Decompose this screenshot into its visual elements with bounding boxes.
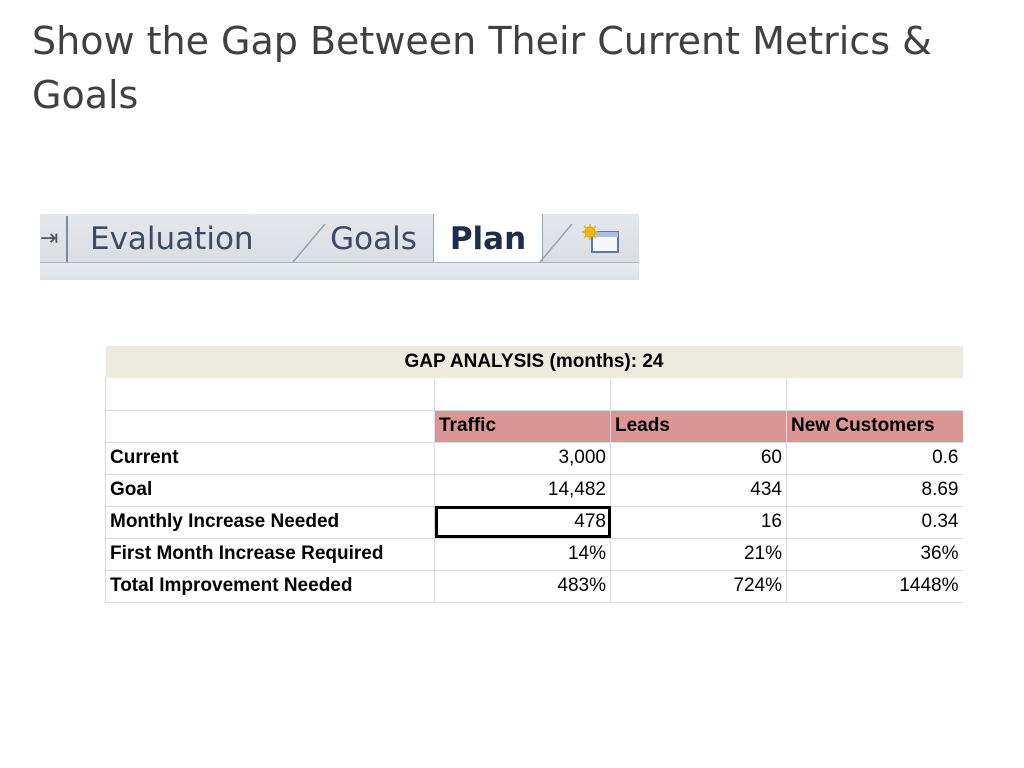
row-label[interactable]: First Month Increase Required — [105, 538, 435, 571]
empty-row — [105, 378, 963, 411]
cell[interactable] — [105, 410, 435, 443]
slide-title: Show the Gap Between Their Current Metri… — [32, 19, 932, 117]
cell[interactable] — [786, 378, 963, 411]
row-label[interactable]: Goal — [105, 474, 435, 507]
table-row: Current 3,000 60 0.6 — [105, 442, 963, 475]
cell-value[interactable]: 483% — [434, 570, 611, 603]
tab-goals[interactable]: Goals — [330, 221, 417, 257]
cell-value[interactable]: 60 — [610, 442, 787, 475]
sheet-tab-bar: ⇥ Evaluation Goals Plan — [40, 214, 639, 280]
cell-value[interactable]: 0.6 — [786, 442, 963, 475]
row-label[interactable]: Monthly Increase Needed — [105, 506, 435, 539]
cell-value[interactable]: 434 — [610, 474, 787, 507]
tab-bar-underline — [40, 262, 639, 263]
cell-value[interactable]: 724% — [610, 570, 787, 603]
table-row: Goal 14,482 434 8.69 — [105, 474, 963, 507]
header-traffic[interactable]: Traffic — [434, 410, 611, 443]
cell-value[interactable]: 36% — [786, 538, 963, 571]
tab-plan[interactable]: Plan — [433, 214, 543, 264]
cell[interactable] — [434, 378, 611, 411]
table-title-row: GAP ANALYSIS (months): 24 — [105, 346, 963, 378]
selected-cell[interactable]: 478 — [434, 506, 611, 539]
tab-evaluation[interactable]: Evaluation — [66, 216, 280, 262]
column-header-row: Traffic Leads New Customers — [105, 410, 963, 443]
header-new-customers[interactable]: New Customers — [786, 410, 963, 443]
fill-handle[interactable] — [607, 534, 611, 537]
table-row: First Month Increase Required 14% 21% 36… — [105, 538, 963, 571]
cell-value[interactable]: 21% — [610, 538, 787, 571]
gap-analysis-title[interactable]: GAP ANALYSIS (months): 24 — [105, 346, 963, 378]
cell-value[interactable]: 3,000 — [434, 442, 611, 475]
cell-value[interactable]: 14,482 — [434, 474, 611, 507]
cell-value[interactable]: 0.34 — [786, 506, 963, 539]
gap-analysis-table: GAP ANALYSIS (months): 24 Traffic Leads … — [105, 346, 963, 603]
cell[interactable] — [105, 378, 435, 411]
cell[interactable] — [610, 378, 787, 411]
cell-value[interactable]: 8.69 — [786, 474, 963, 507]
cell-value[interactable]: 16 — [610, 506, 787, 539]
cell-value: 478 — [574, 511, 606, 532]
row-label[interactable]: Total Improvement Needed — [105, 570, 435, 603]
insert-worksheet-icon[interactable] — [578, 220, 630, 260]
tab-scroll-last-icon[interactable]: ⇥ — [40, 226, 59, 251]
cell-value[interactable]: 1448% — [786, 570, 963, 603]
row-label[interactable]: Current — [105, 442, 435, 475]
cell-value[interactable]: 14% — [434, 538, 611, 571]
tab-bar-lower — [40, 263, 639, 280]
table-row: Monthly Increase Needed 478 16 0.34 — [105, 506, 963, 539]
header-leads[interactable]: Leads — [610, 410, 787, 443]
table-row: Total Improvement Needed 483% 724% 1448% — [105, 570, 963, 603]
tab-divider — [539, 224, 573, 262]
